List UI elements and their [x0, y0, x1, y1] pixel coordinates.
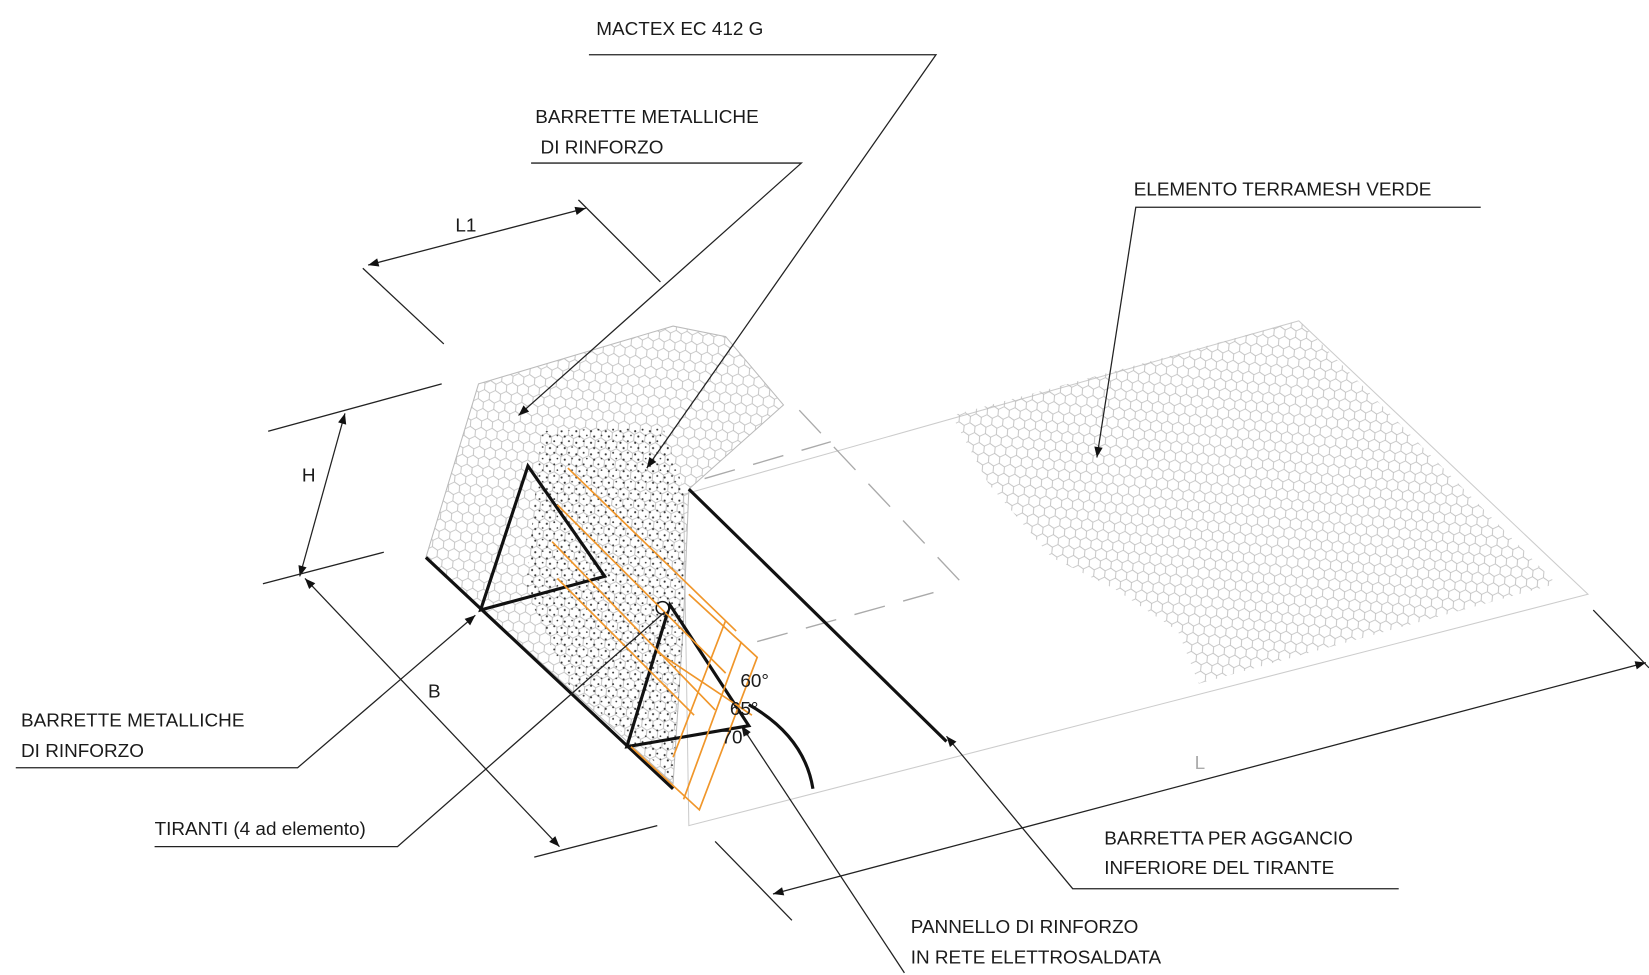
- dim-label: L1: [455, 215, 476, 236]
- label: INFERIORE DEL TIRANTE: [1104, 858, 1334, 879]
- label: BARRETTE METALLICHE: [21, 711, 244, 732]
- label: DI RINFORZO: [21, 741, 144, 762]
- dim-label: H: [302, 466, 316, 487]
- dim-label: B: [428, 681, 441, 702]
- label: IN RETE ELETTROSALDATA: [911, 947, 1162, 968]
- terramesh-panel: [683, 320, 1590, 827]
- angle-label: 65°: [730, 699, 759, 720]
- label: BARRETTE METALLICHE: [535, 107, 758, 128]
- label: BARRETTA PER AGGANCIO: [1104, 829, 1353, 850]
- label: PANNELLO DI RINFORZO: [911, 917, 1139, 938]
- label: ELEMENTO TERRAMESH VERDE: [1134, 180, 1432, 201]
- angle-label: 70°: [721, 728, 750, 749]
- label: TIRANTI (4 ad elemento): [155, 819, 366, 840]
- angle-label: 60°: [740, 671, 769, 692]
- dim-label: L: [1195, 753, 1206, 774]
- label: DI RINFORZO: [535, 138, 663, 159]
- label: MACTEX EC 412 G: [596, 19, 763, 40]
- dimensions: [262, 199, 1649, 921]
- gabion: [424, 325, 948, 812]
- leaders: [15, 54, 1481, 974]
